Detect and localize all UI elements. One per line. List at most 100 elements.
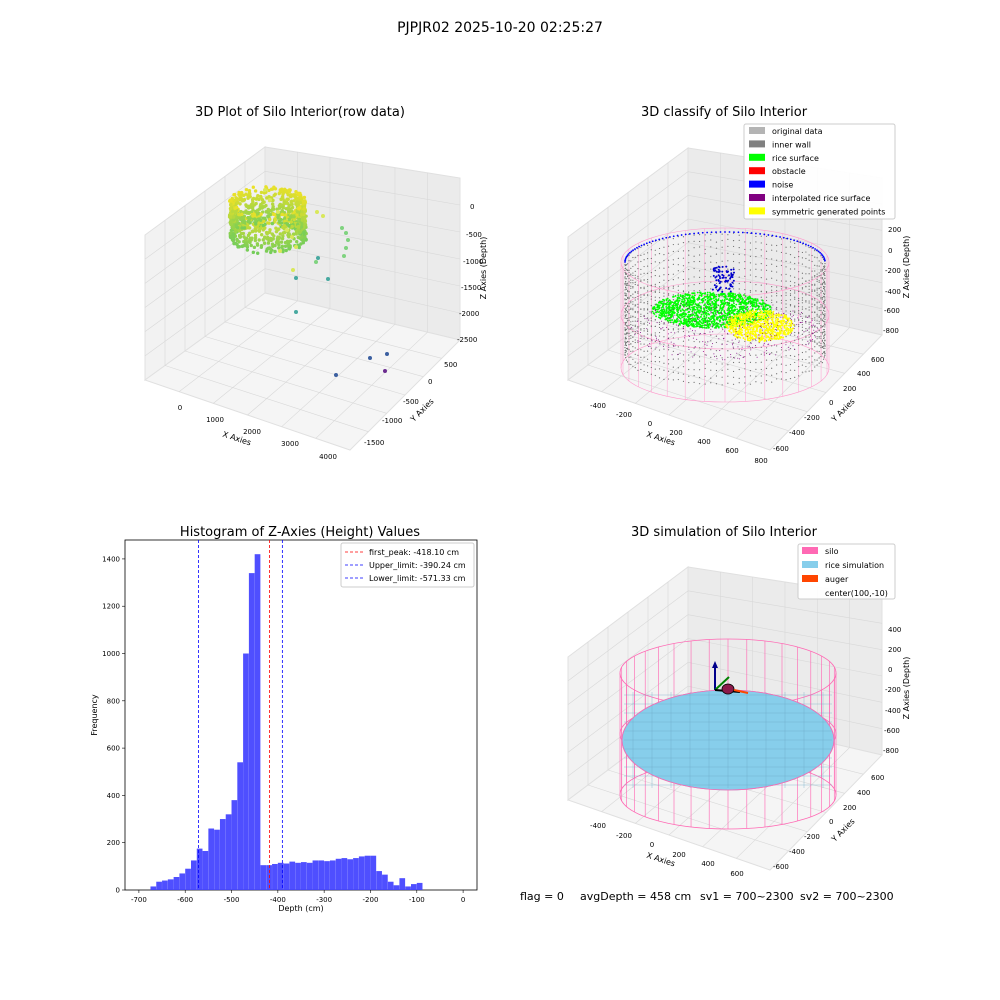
raw-xtick: 1000 — [206, 416, 224, 424]
sim-ztick: 0 — [888, 666, 892, 674]
raw-point — [302, 207, 306, 211]
histogram-legend-label: first_peak: -418.10 cm — [369, 548, 459, 557]
raw-point — [294, 190, 298, 194]
histogram-bar — [416, 882, 423, 890]
raw-point — [280, 212, 284, 217]
raw-point — [256, 251, 260, 255]
histogram-bar — [312, 860, 319, 890]
sim-ytick: 0 — [829, 818, 833, 826]
raw-point — [334, 373, 338, 377]
cls-ztick: -200 — [885, 267, 901, 275]
sim-ztick: -800 — [883, 747, 899, 755]
legend-label: rice surface — [772, 154, 819, 163]
raw-point — [259, 202, 263, 207]
raw-point — [259, 233, 264, 237]
raw-point — [298, 201, 303, 205]
histogram-y-ticks: 0 200 400 600 800 1000 1200 1400 — [102, 555, 125, 895]
raw-point — [237, 240, 241, 244]
raw-point — [253, 189, 258, 193]
panel-classify-title: 3D classify of Silo Interior — [641, 105, 808, 120]
raw-point — [268, 236, 273, 241]
simulation-auger — [712, 661, 749, 695]
sim-xtick: 400 — [701, 860, 714, 868]
raw-point — [271, 207, 276, 211]
status-avg-depth: avgDepth = 458 cm — [580, 890, 691, 903]
raw-point — [274, 229, 279, 234]
raw-point — [283, 244, 288, 248]
simulation-legend: silo rice simulation auger center(100,-10) — [797, 543, 896, 600]
cls-ztick: -800 — [883, 327, 899, 335]
histogram-bar — [237, 762, 244, 890]
raw-point — [262, 191, 266, 195]
cls-xtick: -200 — [616, 411, 632, 419]
simulation-x-ticks: -400 -200 0 200 400 600 — [590, 822, 744, 878]
raw-point — [279, 217, 283, 222]
simulation-y-ticks: 600 400 200 0 -200 -400 -600 — [773, 774, 884, 871]
raw-point — [278, 249, 282, 253]
raw-point — [272, 193, 276, 198]
raw-point — [256, 208, 260, 212]
raw-ztick: -2500 — [457, 336, 477, 344]
raw-point — [253, 217, 257, 221]
histogram-bar — [225, 814, 232, 890]
raw-point — [294, 310, 298, 314]
raw-point — [299, 242, 303, 246]
raw-point — [287, 204, 291, 208]
raw-point — [254, 197, 258, 201]
raw-point — [281, 248, 285, 252]
raw-point — [281, 205, 285, 210]
histogram-bar — [173, 876, 180, 890]
histogram-plot-area — [124, 539, 478, 891]
raw-point — [273, 243, 277, 248]
histogram-ytick-label: 1000 — [102, 650, 120, 658]
raw-point — [279, 240, 284, 244]
classify-z-ticks: 200 0 -200 -400 -600 -800 — [883, 226, 901, 335]
raw-point — [256, 212, 260, 216]
raw-point — [279, 197, 283, 202]
raw-point — [246, 210, 251, 215]
histogram-bar — [411, 884, 417, 890]
histogram-bar — [301, 862, 307, 890]
classify-scatter-points — [624, 231, 826, 386]
histogram-bar — [156, 881, 162, 890]
status-sv2: sv2 = 700~2300 — [800, 890, 894, 903]
raw-point — [250, 205, 255, 210]
raw-point — [253, 222, 258, 226]
raw-point — [245, 248, 250, 252]
raw-point — [271, 198, 275, 203]
raw-point — [261, 238, 265, 242]
legend-label: silo — [825, 547, 839, 556]
raw-point — [251, 185, 256, 189]
raw-y-ticks: 500 0 -500 -1000 -1500 — [364, 361, 457, 447]
raw-point — [282, 230, 287, 235]
cls-xtick: 0 — [648, 420, 652, 428]
raw-point — [295, 239, 299, 244]
sim-ztick: 400 — [888, 626, 901, 634]
raw-point — [297, 245, 301, 250]
histogram-bar — [370, 855, 377, 890]
raw-z-ticks: 0 -500 -1000 -1500 -2000 -2500 — [457, 203, 483, 344]
raw-point — [232, 235, 236, 240]
legend-label: original data — [772, 127, 823, 136]
raw-point — [259, 190, 264, 195]
raw-point — [277, 204, 282, 208]
raw-point — [314, 260, 318, 264]
raw-point — [229, 234, 233, 238]
sim-xtick: -200 — [616, 832, 632, 840]
raw-point — [235, 197, 240, 202]
raw-point — [277, 246, 281, 250]
histogram-bars — [150, 554, 423, 890]
raw-ztick: -2000 — [459, 310, 479, 318]
histogram-xtick-label: -600 — [177, 896, 193, 904]
histogram-reference-lines — [198, 540, 283, 890]
histogram-xtick-label: -300 — [316, 896, 332, 904]
histogram-x-ticks: -700 -600 -500 -400 -300 -200 -100 0 — [131, 890, 465, 904]
histogram-bar — [347, 859, 354, 890]
histogram-ytick-label: 0 — [116, 887, 120, 895]
raw-point — [246, 224, 250, 229]
status-flag: flag = 0 — [520, 890, 564, 903]
raw-point — [287, 210, 292, 214]
raw-point — [278, 232, 282, 236]
raw-point — [267, 246, 272, 250]
